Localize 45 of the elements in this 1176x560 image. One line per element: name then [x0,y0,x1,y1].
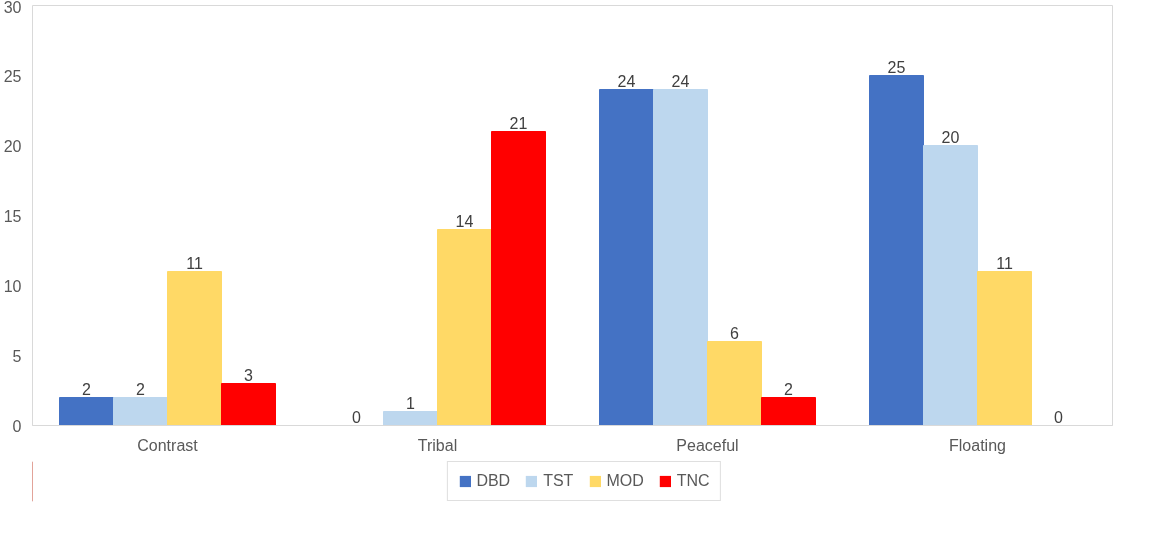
bar [977,271,1032,426]
bar [491,131,546,426]
y-tick-label: 20 [3,137,22,155]
data-label: 0 [1054,408,1064,426]
y-tick-label: 10 [3,277,22,295]
bar [599,89,654,426]
data-label: 11 [186,254,203,272]
legend-label: TST [543,472,574,490]
data-label: 1 [406,394,416,412]
data-label: 24 [671,72,690,90]
bar [869,75,924,426]
data-label: 6 [730,324,740,342]
x-tick-label: Peaceful [676,436,739,454]
data-label: 11 [996,254,1013,272]
y-tick-label: 15 [3,207,22,225]
data-label: 14 [455,212,474,230]
data-label: 0 [352,408,362,426]
bar [653,89,708,426]
bar [59,397,114,426]
bar [437,229,492,426]
bar [383,411,438,426]
x-tick-label: Contrast [137,436,199,454]
bar [113,397,168,426]
y-tick-label: 25 [3,67,22,85]
x-tick-label: Floating [949,436,1006,454]
x-tick-label: Tribal [417,436,458,454]
data-label: 20 [941,128,960,146]
legend-label: MOD [606,472,644,490]
data-label: 24 [617,72,636,90]
y-tick-label: 0 [12,417,22,435]
data-label: 2 [136,380,146,398]
legend-label: TNC [676,472,710,490]
bar [761,397,816,426]
y-tick-label: 30 [3,0,22,16]
bar [923,145,978,426]
bar [167,271,222,426]
data-label: 2 [82,380,92,398]
data-label: 2 [784,380,794,398]
y-tick-label: 5 [12,347,22,365]
data-label: 25 [887,58,906,76]
bar [707,341,762,426]
bar [221,383,276,426]
data-label: 21 [509,114,528,132]
legend-label: DBD [476,472,511,490]
data-label: 3 [244,366,254,384]
